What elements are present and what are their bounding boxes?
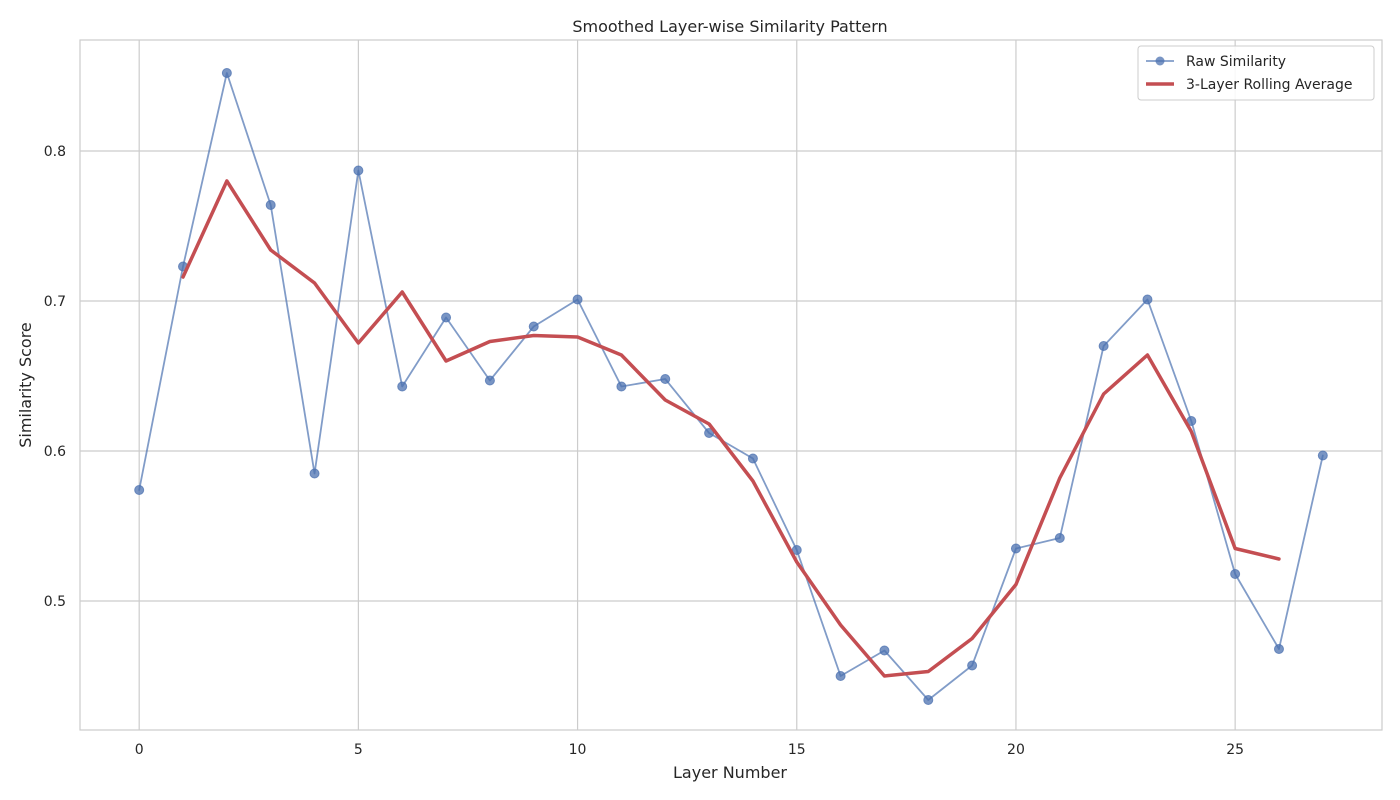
raw-similarity-point	[791, 545, 802, 555]
y-tick-label: 0.7	[44, 294, 66, 310]
raw-similarity-point	[616, 381, 627, 392]
raw-similarity-point	[1098, 341, 1109, 351]
raw-similarity-point	[879, 645, 890, 656]
y-tick-labels: 0.5 0.6 0.7 0.8	[44, 144, 66, 610]
chart-title: Smoothed Layer-wise Similarity Pattern	[572, 17, 887, 36]
raw-similarity-point	[1317, 450, 1328, 461]
raw-similarity-point	[747, 453, 758, 464]
rolling-average-line	[181, 179, 1281, 678]
raw-similarity-point	[528, 321, 539, 332]
raw-similarity-point	[484, 375, 495, 386]
raw-similarity-point	[397, 381, 408, 392]
legend-rolling-label: 3-Layer Rolling Average	[1186, 77, 1352, 93]
x-tick-labels: 0 5 10 15 20 25	[135, 742, 1244, 758]
x-tick-label: 5	[354, 742, 363, 758]
raw-similarity-point	[309, 468, 320, 479]
x-tick-label: 0	[135, 742, 144, 758]
legend: Raw Similarity 3-Layer Rolling Average	[1137, 45, 1375, 101]
raw-similarity-point	[441, 312, 452, 323]
y-axis-label: Similarity Score	[16, 322, 35, 448]
raw-similarity-point	[572, 294, 583, 305]
raw-similarity-point	[1010, 543, 1021, 554]
raw-similarity-point	[353, 165, 364, 176]
raw-similarity-point	[221, 68, 232, 78]
raw-similarity-point	[134, 485, 145, 495]
x-tick-label: 25	[1226, 742, 1244, 758]
grid	[80, 40, 1382, 730]
legend-raw-label: Raw Similarity	[1186, 54, 1286, 70]
y-tick-label: 0.6	[44, 444, 66, 460]
raw-similarity-point	[1054, 533, 1065, 543]
legend-raw-marker	[1155, 56, 1165, 66]
x-tick-label: 10	[569, 742, 587, 758]
x-axis-label: Layer Number	[673, 763, 787, 782]
x-tick-label: 20	[1007, 742, 1025, 758]
raw-similarity-point	[265, 200, 276, 210]
y-tick-label: 0.5	[44, 594, 66, 610]
y-tick-label: 0.8	[44, 144, 66, 160]
raw-similarity-point	[923, 695, 934, 705]
x-tick-label: 15	[788, 742, 806, 758]
raw-similarity-line	[138, 72, 1324, 701]
raw-similarity-point	[704, 428, 715, 438]
raw-similarity-point	[1230, 569, 1241, 579]
raw-similarity-point	[660, 374, 671, 384]
raw-similarity-point	[1273, 644, 1284, 654]
raw-similarity-point	[1142, 294, 1153, 305]
plot-frame	[79, 39, 1383, 731]
raw-similarity-point	[967, 660, 978, 671]
series-layer	[134, 68, 1328, 705]
legend-box	[1137, 45, 1375, 101]
raw-similarity-point	[835, 671, 846, 681]
